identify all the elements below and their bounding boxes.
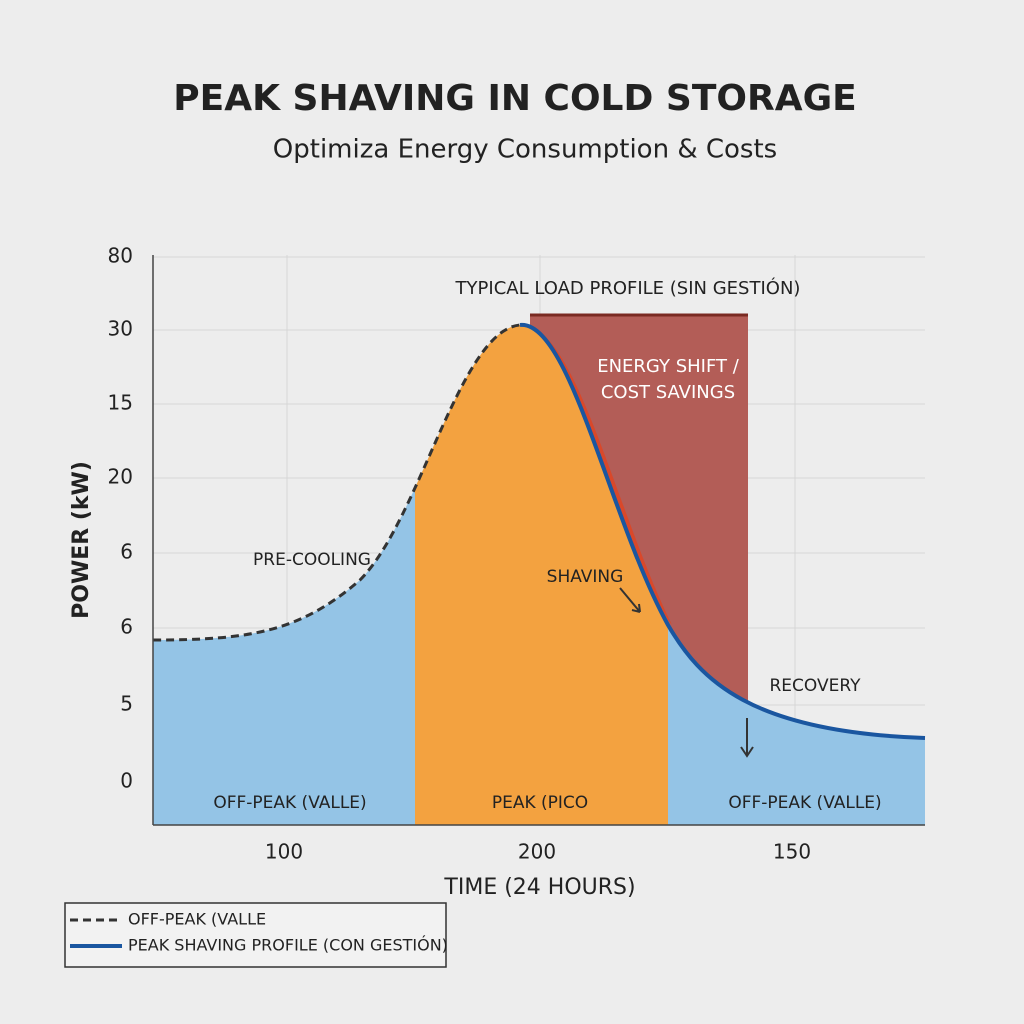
- y-tick-label: 15: [108, 391, 133, 415]
- legend-label: OFF-PEAK (VALLE: [128, 910, 266, 929]
- y-axis-label: POWER (kW): [69, 461, 94, 619]
- x-tick-label: 150: [773, 840, 811, 864]
- annotation: RECOVERY: [770, 676, 862, 696]
- y-tick-label: 30: [108, 317, 133, 341]
- region-label: OFF-PEAK (VALLE): [728, 793, 881, 813]
- y-tick-label: 0: [120, 769, 133, 793]
- shaved-strip: [520, 324, 672, 625]
- y-tick-label: 6: [120, 615, 133, 639]
- peak-area: [415, 324, 668, 825]
- arrow: [619, 587, 641, 613]
- annotation: TYPICAL LOAD PROFILE (SIN GESTIÓN): [455, 277, 801, 299]
- x-axis-label: TIME (24 HOURS): [443, 875, 635, 900]
- region-label: PEAK (PICO: [492, 793, 588, 813]
- annotation: SHAVING: [547, 567, 624, 587]
- y-tick-label: 6: [120, 540, 133, 564]
- annotation: COST SAVINGS: [601, 382, 735, 403]
- subtitle: Optimiza Energy Consumption & Costs: [273, 135, 777, 165]
- legend-label: PEAK SHAVING PROFILE (CON GESTIÓN): [128, 936, 448, 955]
- region-label: OFF-PEAK (VALLE): [213, 793, 366, 813]
- x-tick-label: 100: [265, 840, 303, 864]
- annotation: ENERGY SHIFT /: [597, 356, 740, 377]
- title: PEAK SHAVING IN COLD STORAGE: [173, 78, 856, 119]
- shaving-line: [519, 322, 926, 740]
- legend: [64, 902, 447, 968]
- arrow: [740, 718, 754, 758]
- y-tick-label: 80: [108, 244, 133, 268]
- typical-line: [152, 323, 521, 642]
- x-tick-label: 200: [518, 840, 556, 864]
- y-tick-label: 20: [108, 465, 133, 489]
- annotation: PRE-COOLING: [253, 550, 371, 570]
- y-tick-label: 5: [120, 692, 133, 716]
